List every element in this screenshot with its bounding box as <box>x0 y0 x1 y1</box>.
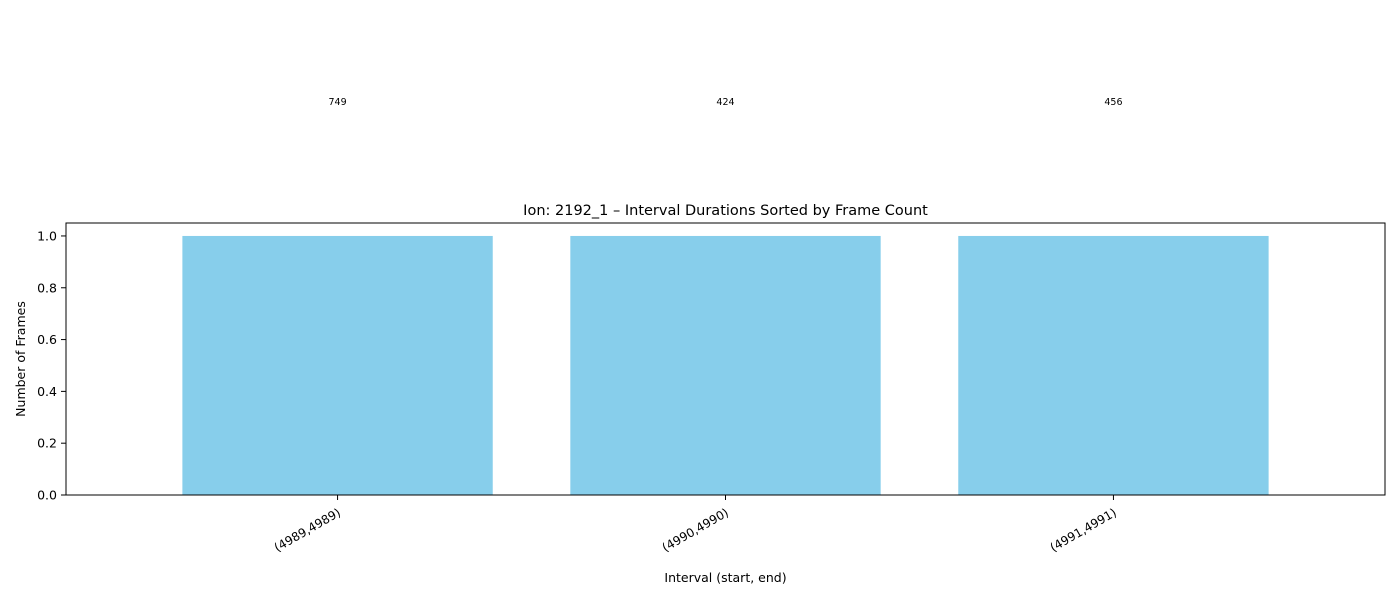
bar <box>958 235 1269 495</box>
x-tick-label: (4989,4989) <box>272 505 343 554</box>
bar-annotation: 424 <box>716 97 734 108</box>
x-tick-label: (4991,4991) <box>1048 505 1119 554</box>
bar-annotation: 456 <box>1104 97 1122 108</box>
x-axis-label: Interval (start, end) <box>664 570 786 585</box>
y-tick-label: 0.4 <box>37 384 57 399</box>
y-tick-label: 0.0 <box>37 488 57 503</box>
bar <box>570 235 881 495</box>
y-tick-label: 0.2 <box>37 436 57 451</box>
chart-title: Ion: 2192_1 – Interval Durations Sorted … <box>523 203 928 219</box>
bar-annotation: 749 <box>328 97 346 108</box>
y-tick-label: 1.0 <box>37 228 57 243</box>
bar <box>182 235 493 495</box>
y-tick-label: 0.6 <box>37 332 57 347</box>
x-tick-label: (4990,4990) <box>660 505 731 554</box>
y-tick-label: 0.8 <box>37 280 57 295</box>
y-axis-label: Number of Frames <box>13 301 28 417</box>
